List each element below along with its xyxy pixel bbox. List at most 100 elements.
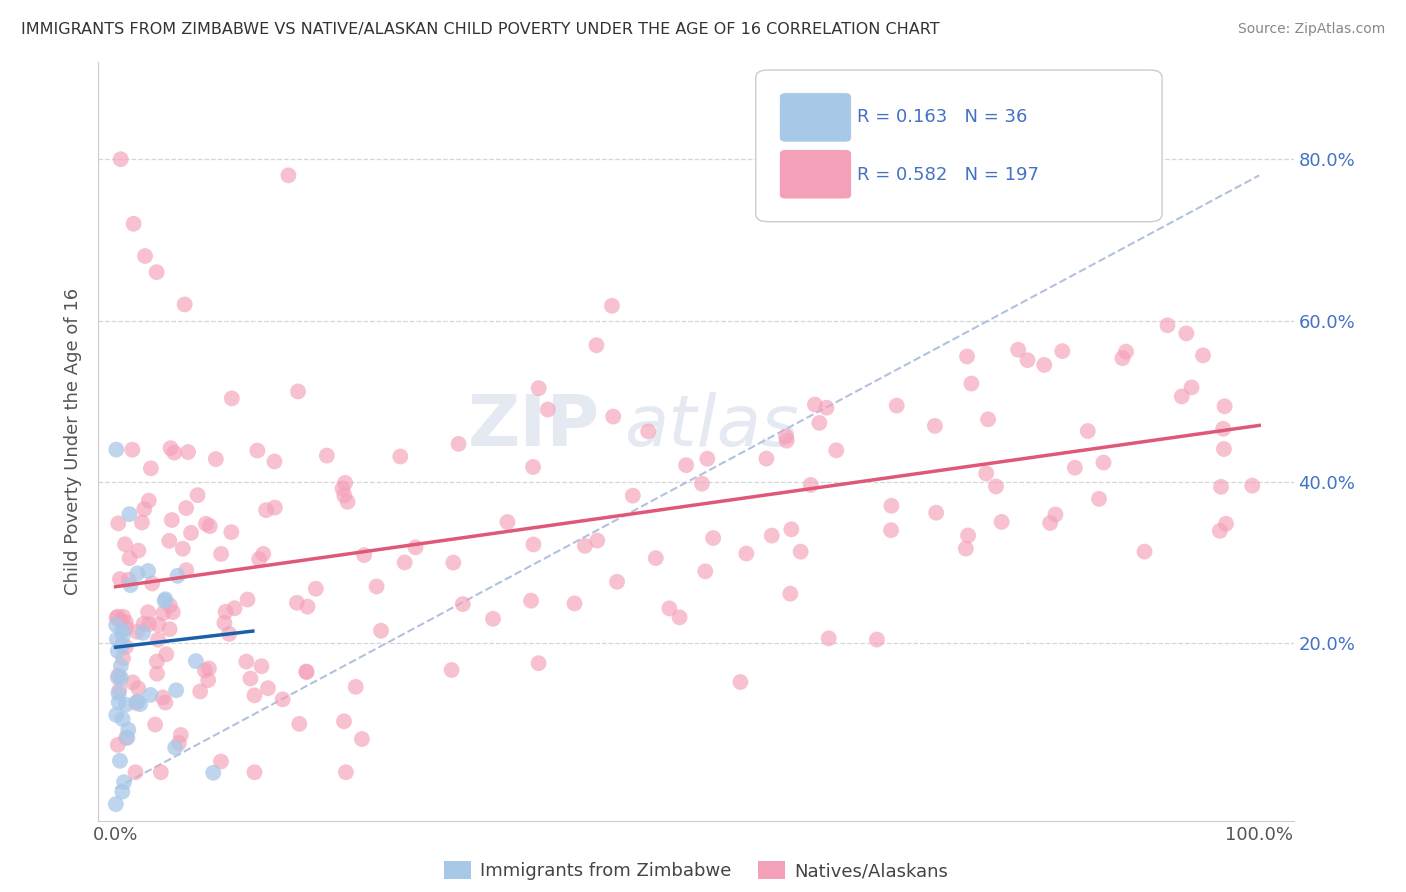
Point	[149, 765, 172, 780]
Point	[141, 576, 163, 591]
Point	[112, 651, 135, 665]
Point	[825, 443, 848, 458]
Point	[146, 666, 169, 681]
Point	[254, 503, 277, 517]
Point	[131, 516, 153, 530]
Point	[990, 515, 1012, 529]
Point	[370, 624, 392, 638]
Point	[160, 513, 183, 527]
Point	[1039, 516, 1062, 530]
Point	[107, 738, 129, 752]
Point	[224, 601, 246, 615]
Point	[880, 523, 903, 537]
Point	[165, 683, 187, 698]
Point	[112, 775, 135, 789]
Point	[108, 572, 131, 586]
Point	[187, 488, 209, 502]
Point	[789, 544, 811, 558]
FancyBboxPatch shape	[756, 70, 1163, 221]
Point	[585, 338, 607, 352]
Text: IMMIGRANTS FROM ZIMBABWE VS NATIVE/ALASKAN CHILD POVERTY UNDER THE AGE OF 16 COR: IMMIGRANTS FROM ZIMBABWE VS NATIVE/ALASK…	[21, 22, 939, 37]
Point	[779, 587, 801, 601]
Point	[297, 599, 319, 614]
Point	[780, 522, 803, 536]
Point	[108, 754, 131, 768]
Point	[180, 525, 202, 540]
Point	[315, 449, 337, 463]
Point	[148, 617, 170, 632]
Point	[125, 696, 148, 710]
Point	[350, 731, 373, 746]
Point	[108, 683, 131, 698]
Point	[675, 458, 697, 472]
Point	[250, 659, 273, 673]
Point	[194, 663, 217, 677]
Point	[1181, 380, 1204, 394]
Point	[136, 605, 159, 619]
Point	[107, 668, 129, 682]
Point	[243, 765, 266, 780]
Point	[111, 639, 134, 653]
Point	[808, 416, 831, 430]
Point	[1209, 524, 1232, 538]
Point	[1115, 344, 1137, 359]
Point	[886, 399, 908, 413]
Point	[1077, 424, 1099, 438]
Point	[118, 551, 141, 566]
Point	[586, 533, 609, 548]
Point	[344, 680, 367, 694]
Point	[104, 797, 127, 812]
Point	[165, 740, 187, 755]
Point	[235, 655, 257, 669]
Point	[263, 500, 285, 515]
Point	[170, 728, 193, 742]
Point	[366, 579, 388, 593]
Point	[111, 785, 134, 799]
Point	[776, 434, 799, 448]
Point	[138, 617, 160, 632]
Point	[974, 467, 997, 481]
Point	[139, 461, 162, 475]
Point	[405, 541, 427, 555]
Point	[184, 654, 207, 668]
Point	[198, 519, 221, 533]
Point	[221, 392, 243, 406]
Point	[335, 765, 357, 780]
Point	[295, 665, 318, 679]
Point	[263, 454, 285, 468]
Point	[977, 412, 1000, 426]
Point	[107, 671, 129, 685]
Point	[145, 265, 167, 279]
Point	[138, 493, 160, 508]
Point	[132, 625, 155, 640]
Point	[537, 402, 560, 417]
Point	[172, 541, 194, 556]
Point	[815, 401, 838, 415]
Point	[353, 548, 375, 562]
Point	[1033, 358, 1056, 372]
Point	[146, 632, 169, 647]
Point	[124, 765, 146, 780]
Point	[209, 755, 232, 769]
Point	[105, 442, 128, 457]
Point	[117, 573, 139, 587]
Point	[202, 765, 225, 780]
Point	[134, 249, 156, 263]
Point	[447, 437, 470, 451]
Point	[602, 409, 624, 424]
Point	[880, 499, 903, 513]
Point	[924, 418, 946, 433]
Point	[129, 697, 152, 711]
Point	[153, 594, 176, 608]
Point	[621, 489, 644, 503]
Point	[247, 552, 270, 566]
Text: R = 0.582   N = 197: R = 0.582 N = 197	[858, 166, 1039, 184]
Point	[115, 621, 138, 635]
Point	[110, 614, 132, 628]
Point	[755, 451, 778, 466]
Point	[107, 609, 129, 624]
Point	[115, 698, 138, 712]
Point	[332, 482, 354, 496]
Point	[1133, 544, 1156, 558]
Point	[117, 731, 139, 745]
